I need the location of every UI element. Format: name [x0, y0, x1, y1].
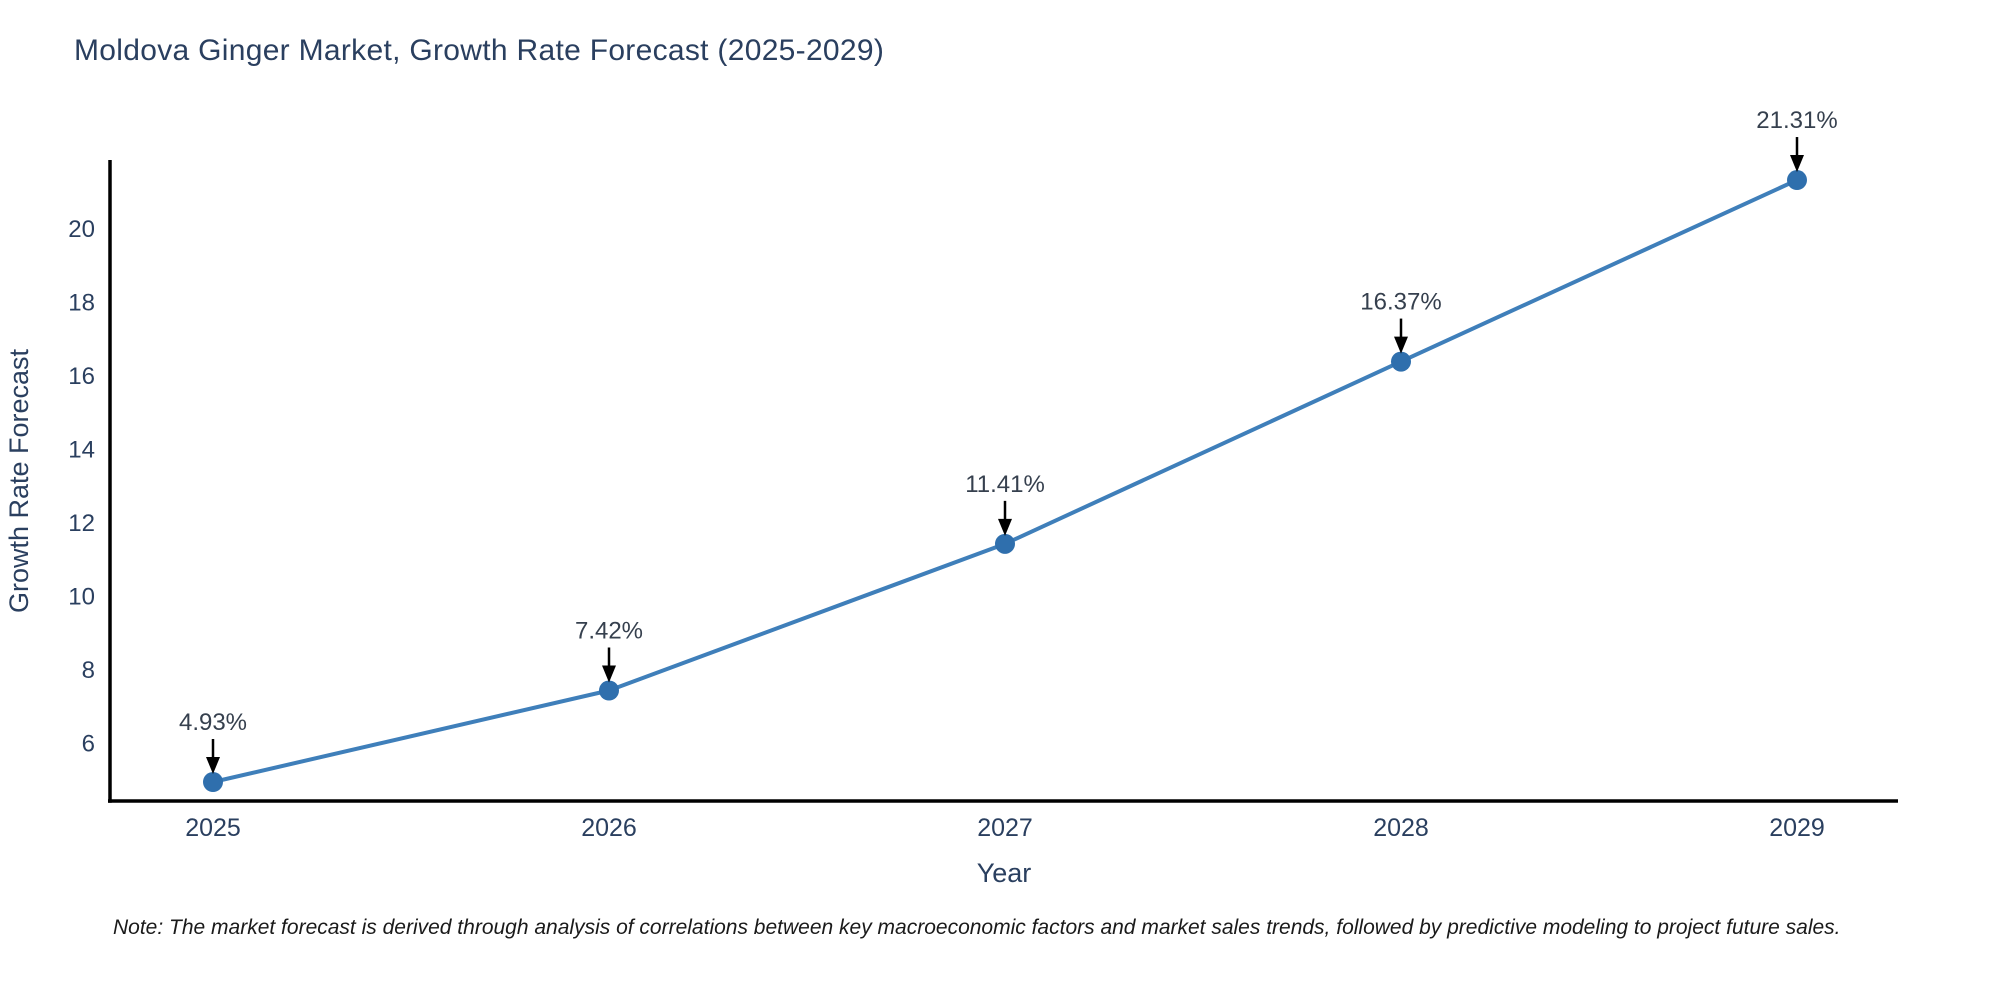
y-tick-label: 8	[82, 657, 95, 684]
annotation-label: 21.31%	[1756, 107, 1837, 134]
annotation-arrowhead-icon	[1790, 155, 1804, 173]
data-point-marker	[1391, 351, 1411, 372]
y-tick-label: 6	[82, 731, 95, 758]
footnote: Note: The market forecast is derived thr…	[113, 916, 1841, 939]
data-point-marker	[1787, 170, 1807, 191]
annotation-arrowhead-icon	[602, 665, 616, 683]
y-tick-label: 14	[68, 437, 95, 464]
annotation-arrowhead-icon	[1394, 336, 1408, 354]
annotation-label: 11.41%	[965, 471, 1045, 498]
x-tick-label: 2028	[1373, 814, 1429, 842]
x-tick-label: 2025	[185, 814, 241, 842]
data-point-marker	[995, 533, 1015, 554]
x-tick-label: 2026	[581, 814, 637, 842]
annotation-arrowhead-icon	[998, 518, 1012, 536]
y-tick-label: 16	[68, 363, 95, 390]
y-tick-label: 18	[68, 290, 95, 317]
annotation-label: 16.37%	[1360, 289, 1441, 316]
annotation-label: 4.93%	[179, 709, 247, 736]
data-point-marker	[203, 772, 223, 792]
y-tick-label: 10	[68, 584, 95, 611]
x-tick-label: 2029	[1769, 814, 1825, 842]
y-tick-label: 20	[68, 216, 95, 243]
annotation-arrowhead-icon	[206, 757, 220, 774]
y-tick-label: 12	[68, 510, 95, 537]
annotation-label: 7.42%	[575, 617, 643, 644]
data-point-marker	[599, 680, 619, 701]
x-tick-label: 2027	[977, 814, 1033, 842]
x-axis-title: Year	[977, 858, 1032, 888]
y-axis-title: Growth Rate Forecast	[4, 348, 34, 613]
chart-title: Moldova Ginger Market, Growth Rate Forec…	[74, 34, 885, 67]
